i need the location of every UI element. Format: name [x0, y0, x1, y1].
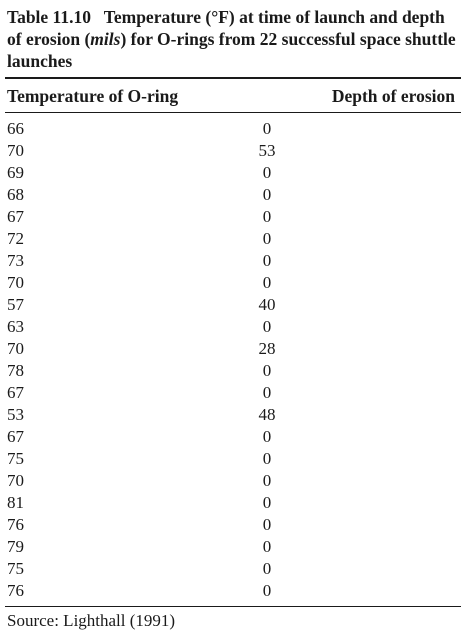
temperature-cell: 72 — [7, 229, 24, 248]
depth-cell: 0 — [262, 449, 272, 468]
table-row: 75 0 — [5, 448, 461, 470]
table-row: 72 0 — [5, 228, 461, 250]
table-row: 57 40 — [5, 294, 461, 316]
temperature-cell: 76 — [7, 515, 24, 534]
depth-cell: 0 — [262, 581, 272, 600]
depth-cell: 0 — [262, 559, 272, 578]
table-row: 67 0 — [5, 426, 461, 448]
temperature-cell: 76 — [7, 581, 24, 600]
temperature-cell: 67 — [7, 207, 24, 226]
temperature-cell: 67 — [7, 427, 24, 446]
header-rule — [5, 112, 461, 113]
depth-cell: 0 — [262, 207, 272, 226]
table-row: 53 48 — [5, 404, 461, 426]
table-row: 67 0 — [5, 206, 461, 228]
depth-cell: 0 — [262, 163, 272, 182]
temperature-cell: 70 — [7, 339, 24, 358]
table-label: Table 11.10 — [7, 7, 91, 27]
depth-cell: 0 — [262, 493, 272, 512]
table-row: 73 0 — [5, 250, 461, 272]
depth-cell: 0 — [262, 471, 272, 490]
temperature-cell: 67 — [7, 383, 24, 402]
temperature-cell: 53 — [7, 405, 24, 424]
depth-cell: 0 — [262, 515, 272, 534]
header-depth: Depth of erosion — [331, 86, 455, 106]
depth-cell: 53 — [258, 141, 276, 160]
temperature-cell: 66 — [7, 119, 24, 138]
table-row: 70 0 — [5, 470, 461, 492]
table-row: 75 0 — [5, 558, 461, 580]
depth-cell: 28 — [258, 339, 276, 358]
depth-cell: 0 — [262, 317, 272, 336]
caption-text-before: Temperature (°F) at time of launch and d… — [7, 7, 445, 49]
temperature-cell: 70 — [7, 273, 24, 292]
table-row: 69 0 — [5, 162, 461, 184]
temperature-cell: 70 — [7, 141, 24, 160]
temperature-cell: 73 — [7, 251, 24, 270]
depth-cell: 0 — [262, 119, 272, 138]
caption-text-after: ) for O-rings from 22 successful space s… — [7, 29, 456, 71]
table-header-row: Temperature of O-ring Depth of erosion — [5, 79, 461, 112]
depth-cell: 0 — [262, 537, 272, 556]
temperature-cell: 63 — [7, 317, 24, 336]
table-row: 70 53 — [5, 140, 461, 162]
depth-cell: 48 — [258, 405, 276, 424]
table-row: 68 0 — [5, 184, 461, 206]
depth-cell: 0 — [262, 251, 272, 270]
table-source: Source: Lighthall (1991) — [7, 611, 176, 630]
temperature-cell: 81 — [7, 493, 24, 512]
table-row: 70 28 — [5, 338, 461, 360]
table-caption: Table 11.10 Temperature (°F) at time of … — [7, 6, 461, 72]
temperature-cell: 68 — [7, 185, 24, 204]
depth-cell: 0 — [262, 383, 272, 402]
table-row: 70 0 — [5, 272, 461, 294]
depth-cell: 0 — [262, 185, 272, 204]
temperature-cell: 79 — [7, 537, 24, 556]
temperature-cell: 57 — [7, 295, 24, 314]
table-row: 63 0 — [5, 316, 461, 338]
table-page: Table 11.10 Temperature (°F) at time of … — [5, 6, 461, 632]
table-row: 66 0 — [5, 118, 461, 140]
temperature-cell: 69 — [7, 163, 24, 182]
header-temperature: Temperature of O-ring — [7, 86, 179, 106]
temperature-cell: 75 — [7, 559, 24, 578]
table-body: 66 0 70 53 69 0 68 0 67 0 72 0 73 0 70 0 57 40 63 0 70 28 78 0 6… — [5, 113, 461, 606]
table-row: 67 0 — [5, 382, 461, 404]
bottom-rule — [5, 606, 461, 607]
temperature-cell: 70 — [7, 471, 24, 490]
table-row: 79 0 — [5, 536, 461, 558]
table-row: 78 0 — [5, 360, 461, 382]
depth-cell: 0 — [262, 273, 272, 292]
depth-cell: 0 — [262, 427, 272, 446]
top-rule — [5, 77, 461, 79]
caption-italic-unit: mils — [90, 29, 121, 49]
depth-cell: 40 — [258, 295, 276, 314]
table-row: 76 0 — [5, 580, 461, 602]
temperature-cell: 78 — [7, 361, 24, 380]
table-row: 81 0 — [5, 492, 461, 514]
temperature-cell: 75 — [7, 449, 24, 468]
depth-cell: 0 — [262, 229, 272, 248]
table-row: 76 0 — [5, 514, 461, 536]
depth-cell: 0 — [262, 361, 272, 380]
